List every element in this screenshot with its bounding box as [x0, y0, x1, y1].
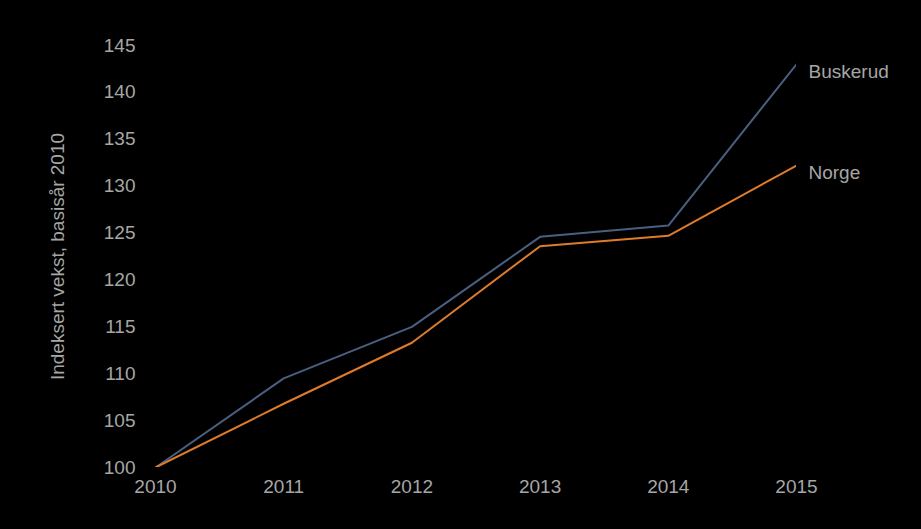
svg-text:130: 130	[104, 175, 136, 196]
svg-text:120: 120	[104, 269, 136, 290]
svg-text:2015: 2015	[775, 476, 817, 497]
svg-text:105: 105	[104, 410, 136, 431]
svg-text:125: 125	[104, 222, 136, 243]
svg-text:2014: 2014	[647, 476, 690, 497]
svg-text:Norge: Norge	[809, 162, 861, 183]
svg-text:Buskerud: Buskerud	[809, 61, 889, 82]
svg-text:2012: 2012	[391, 476, 433, 497]
svg-text:135: 135	[104, 128, 136, 149]
svg-text:115: 115	[105, 316, 135, 337]
svg-text:Indeksert vekst, basisår 2010: Indeksert vekst, basisår 2010	[47, 133, 68, 380]
svg-text:2010: 2010	[134, 476, 176, 497]
svg-text:145: 145	[104, 35, 136, 56]
svg-text:100: 100	[104, 457, 136, 478]
svg-text:110: 110	[105, 363, 135, 384]
svg-text:140: 140	[104, 81, 136, 102]
svg-text:2011: 2011	[263, 476, 304, 497]
svg-text:2013: 2013	[519, 476, 561, 497]
